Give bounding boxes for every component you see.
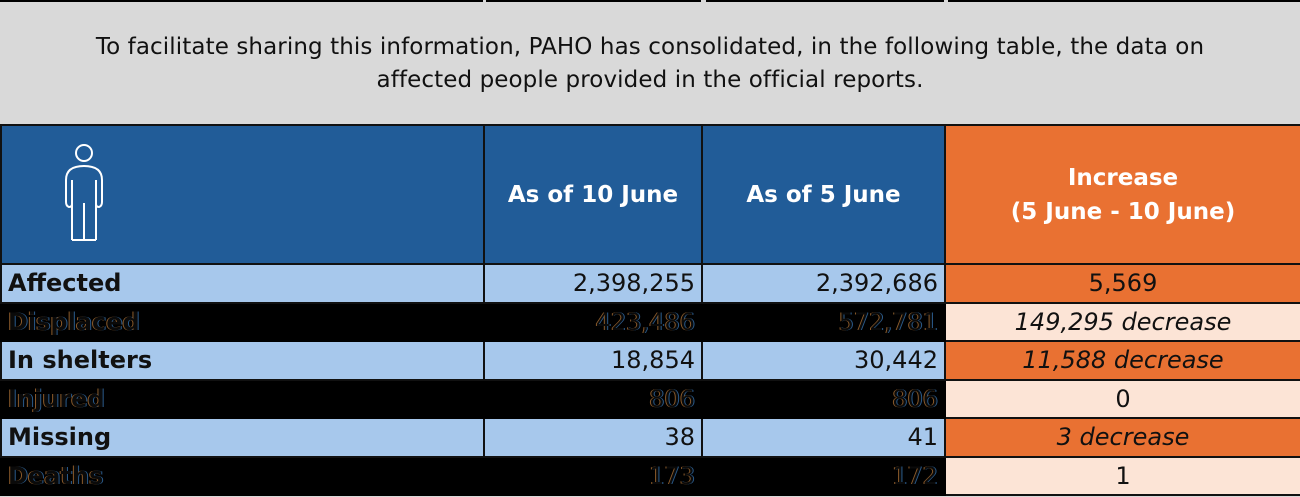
table-row-in-shelters: In shelters 18,854 30,442 11,588 decreas… [0,340,1300,381]
header-icon-cell [0,124,485,265]
header-as-of-5-june: As of 5 June [701,124,946,265]
top-border-segment [706,0,944,2]
table-row-injured: Injured 806 806 0 [0,378,1300,419]
table-row-deaths: Deaths 173 172 1 [0,455,1300,496]
affected-people-table: As of 10 June As of 5 June Increase (5 J… [0,124,1300,496]
header-as-of-10-june: As of 10 June [483,124,703,265]
header-increase: Increase (5 June - 10 June) [944,124,1300,265]
person-icon [62,143,106,254]
value-5-june: 41 [701,417,946,458]
value-increase: 5,569 [944,263,1300,304]
header-increase-line1: Increase [1067,164,1179,191]
value-increase: 1 [944,455,1300,496]
row-label: Injured [0,378,485,419]
top-border-segment [948,0,1300,2]
value-10-june: 38 [483,417,703,458]
value-10-june: 2,398,255 [483,263,703,304]
value-5-june: 806 [701,378,946,419]
intro-line-1: To facilitate sharing this information, … [95,34,1205,60]
intro-line-2: affected people provided in the official… [376,67,924,93]
value-5-june: 572,781 [701,301,946,342]
table-row-affected: Affected 2,398,255 2,392,686 5,569 [0,263,1300,304]
value-5-june: 2,392,686 [701,263,946,304]
row-label: Displaced [0,301,485,342]
value-5-june: 30,442 [701,340,946,381]
value-10-june: 18,854 [483,340,703,381]
row-label: Missing [0,417,485,458]
top-border-segment [486,0,701,2]
value-increase: 0 [944,378,1300,419]
value-10-june: 806 [483,378,703,419]
intro-text: To facilitate sharing this information, … [0,2,1300,124]
value-increase: 11,588 decrease [944,340,1300,381]
value-increase: 3 decrease [944,417,1300,458]
table-row-missing: Missing 38 41 3 decrease [0,417,1300,458]
value-10-june: 423,486 [483,301,703,342]
table-header-row: As of 10 June As of 5 June Increase (5 J… [0,124,1300,265]
row-label: Deaths [0,455,485,496]
table-row-displaced: Displaced 423,486 572,781 149,295 decrea… [0,301,1300,342]
value-10-june: 173 [483,455,703,496]
row-label: Affected [0,263,485,304]
row-label: In shelters [0,340,485,381]
value-5-june: 172 [701,455,946,496]
header-increase-line2: (5 June - 10 June) [1010,198,1236,225]
top-border-segment [0,0,483,2]
value-increase: 149,295 decrease [944,301,1300,342]
